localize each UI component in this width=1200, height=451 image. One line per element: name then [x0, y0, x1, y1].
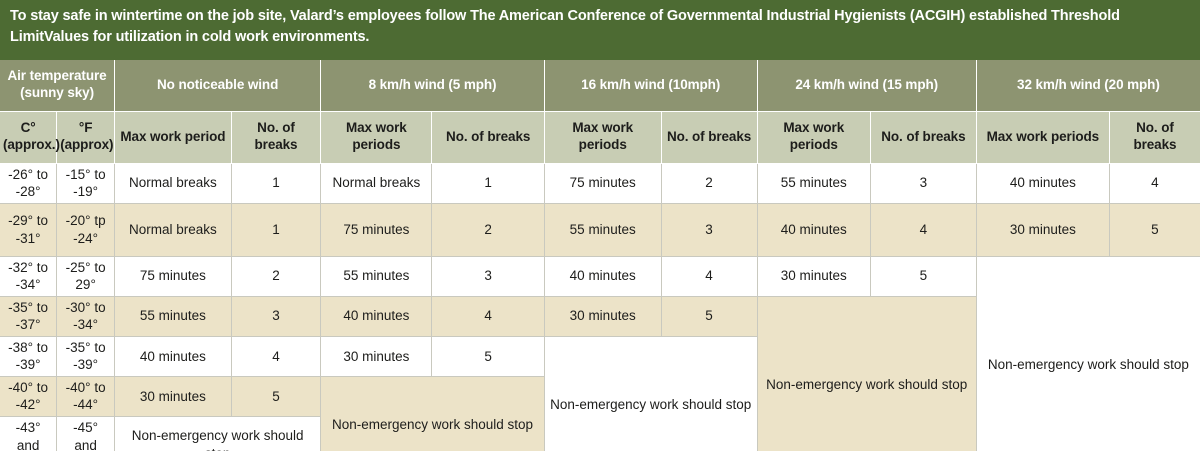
cell-16kmh-no-of-breaks: 2	[660, 162, 758, 204]
cell-no-wind-no-of-breaks: 3	[230, 295, 322, 337]
cell-24kmh-no-of-breaks: 5	[869, 255, 977, 297]
cell-fahrenheit: -25° to 29°	[56, 255, 116, 297]
cell-no-wind-no-of-breaks: 2	[230, 255, 322, 297]
cell-8kmh-max-work-periods: 40 minutes	[320, 295, 433, 337]
subheader-8kmh-max-work-periods: Max work periods	[320, 110, 433, 164]
table-title: To stay safe in wintertime on the job si…	[0, 0, 1200, 60]
cell-8kmh-no-of-breaks: 3	[431, 255, 545, 297]
cell-32kmh-no-of-breaks: 4	[1108, 162, 1200, 204]
cell-16kmh-no-of-breaks: 4	[660, 255, 758, 297]
cell-24kmh-max-work-periods: 40 minutes	[756, 202, 871, 257]
table-row: -40° to -42° -40° to -44° 30 minutes 5 N…	[0, 375, 1200, 451]
cell-8kmh-max-work-periods: Normal breaks	[320, 162, 433, 204]
cell-no-wind-no-of-breaks: 1	[230, 162, 322, 204]
cell-no-wind-max-work-period: Normal breaks	[114, 162, 232, 204]
cell-fahrenheit: -15° to -19°	[56, 162, 116, 204]
subheader-no-wind-max-work-period: Max work period	[114, 110, 232, 164]
cell-8kmh-no-of-breaks: 5	[431, 335, 545, 377]
cell-16kmh-max-work-periods: 75 minutes	[543, 162, 662, 204]
cell-celsius: -35° to -37°	[0, 295, 58, 337]
cell-32kmh-no-of-breaks: 5	[1108, 202, 1200, 257]
cell-no-wind-max-work-period: 40 minutes	[114, 335, 232, 377]
cell-celsius: -43° and below	[0, 415, 58, 451]
subheader-32kmh-max-work-periods: Max work periods	[975, 110, 1110, 164]
subheader-16kmh-max-work-periods: Max work periods	[543, 110, 662, 164]
cell-24kmh-max-work-periods: 30 minutes	[756, 255, 871, 297]
cell-8kmh-no-of-breaks: 4	[431, 295, 545, 337]
cell-24kmh-no-of-breaks: 3	[869, 162, 977, 204]
cell-celsius: -29° to -31°	[0, 202, 58, 257]
cell-no-wind-max-work-period: 55 minutes	[114, 295, 232, 337]
table-row: -38° to -39° -35° to -39° 40 minutes 4 3…	[0, 335, 1200, 451]
cell-32kmh-stop-work-notice: Non-emergency work should stop	[975, 255, 1200, 451]
cell-fahrenheit: -20° tp -24°	[56, 202, 116, 257]
cell-fahrenheit: -35° to -39°	[56, 335, 116, 377]
group-header-8kmh: 8 km/h wind (5 mph)	[320, 60, 545, 112]
subheader-8kmh-no-of-breaks: No. of breaks	[431, 110, 545, 164]
cell-16kmh-max-work-periods: 55 minutes	[543, 202, 662, 257]
cell-celsius: -32° to -34°	[0, 255, 58, 297]
cell-8kmh-max-work-periods: 55 minutes	[320, 255, 433, 297]
cell-32kmh-max-work-periods: 40 minutes	[975, 162, 1110, 204]
threshold-limit-values-table: Air temperature (sunny sky) No noticeabl…	[0, 60, 1200, 451]
cell-celsius: -38° to -39°	[0, 335, 58, 377]
subheader-32kmh-no-of-breaks: No. of breaks	[1108, 110, 1200, 164]
cell-16kmh-stop-work-notice: Non-emergency work should stop	[543, 335, 758, 451]
subheader-celsius: C° (approx.)	[0, 110, 60, 164]
cell-no-wind-max-work-period: 30 minutes	[114, 375, 232, 417]
group-header-row: Air temperature (sunny sky) No noticeabl…	[0, 60, 1200, 112]
cell-fahrenheit: -40° to -44°	[56, 375, 116, 417]
sub-header-row: C° (approx.) °F (approx) Max work period…	[0, 110, 1200, 164]
subheader-16kmh-no-of-breaks: No. of breaks	[660, 110, 758, 164]
group-header-no-wind: No noticeable wind	[114, 60, 322, 112]
group-header-24kmh: 24 km/h wind (15 mph)	[756, 60, 977, 112]
cell-32kmh-max-work-periods: 30 minutes	[975, 202, 1110, 257]
table-body: -26° to -28° -15° to -19° Normal breaks …	[0, 162, 1200, 451]
cell-no-wind-no-of-breaks: 4	[230, 335, 322, 377]
cell-no-wind-stop-work-notice: Non-emergency work should stop	[114, 415, 322, 451]
cell-16kmh-max-work-periods: 40 minutes	[543, 255, 662, 297]
cell-celsius: -40° to -42°	[0, 375, 58, 417]
cell-fahrenheit: -45° and below	[56, 415, 116, 451]
cell-no-wind-no-of-breaks: 5	[230, 375, 322, 417]
cell-no-wind-max-work-period: 75 minutes	[114, 255, 232, 297]
cell-celsius: -26° to -28°	[0, 162, 58, 204]
cell-8kmh-no-of-breaks: 1	[431, 162, 545, 204]
group-header-32kmh: 32 km/h wind (20 mph)	[975, 60, 1200, 112]
cell-16kmh-no-of-breaks: 3	[660, 202, 758, 257]
cell-8kmh-max-work-periods: 30 minutes	[320, 335, 433, 377]
cell-fahrenheit: -30° to -34°	[56, 295, 116, 337]
cell-16kmh-max-work-periods: 30 minutes	[543, 295, 662, 337]
cell-no-wind-max-work-period: Normal breaks	[114, 202, 232, 257]
cell-24kmh-stop-work-notice: Non-emergency work should stop	[756, 295, 977, 451]
subheader-fahrenheit: °F (approx)	[56, 110, 116, 164]
cell-8kmh-no-of-breaks: 2	[431, 202, 545, 257]
group-header-air-temperature: Air temperature (sunny sky)	[0, 60, 116, 112]
subheader-24kmh-max-work-periods: Max work periods	[756, 110, 871, 164]
table-row: -35° to -37° -30° to -34° 55 minutes 3 4…	[0, 295, 1200, 451]
table-head: Air temperature (sunny sky) No noticeabl…	[0, 60, 1200, 164]
cell-16kmh-no-of-breaks: 5	[660, 295, 758, 337]
table-row: -29° to -31° -20° tp -24° Normal breaks …	[0, 202, 1200, 257]
subheader-no-wind-no-of-breaks: No. of breaks	[230, 110, 322, 164]
table-row: -32° to -34° -25° to 29° 75 minutes 2 55…	[0, 255, 1200, 451]
group-header-16kmh: 16 km/h wind (10mph)	[543, 60, 758, 112]
subheader-24kmh-no-of-breaks: No. of breaks	[869, 110, 977, 164]
table-row: -26° to -28° -15° to -19° Normal breaks …	[0, 162, 1200, 204]
cell-8kmh-stop-work-notice: Non-emergency work should stop	[320, 375, 545, 451]
cell-no-wind-no-of-breaks: 1	[230, 202, 322, 257]
table-row: -43° and below -45° and below Non-emerge…	[0, 415, 1200, 451]
cell-8kmh-max-work-periods: 75 minutes	[320, 202, 433, 257]
cell-24kmh-max-work-periods: 55 minutes	[756, 162, 871, 204]
cell-24kmh-no-of-breaks: 4	[869, 202, 977, 257]
